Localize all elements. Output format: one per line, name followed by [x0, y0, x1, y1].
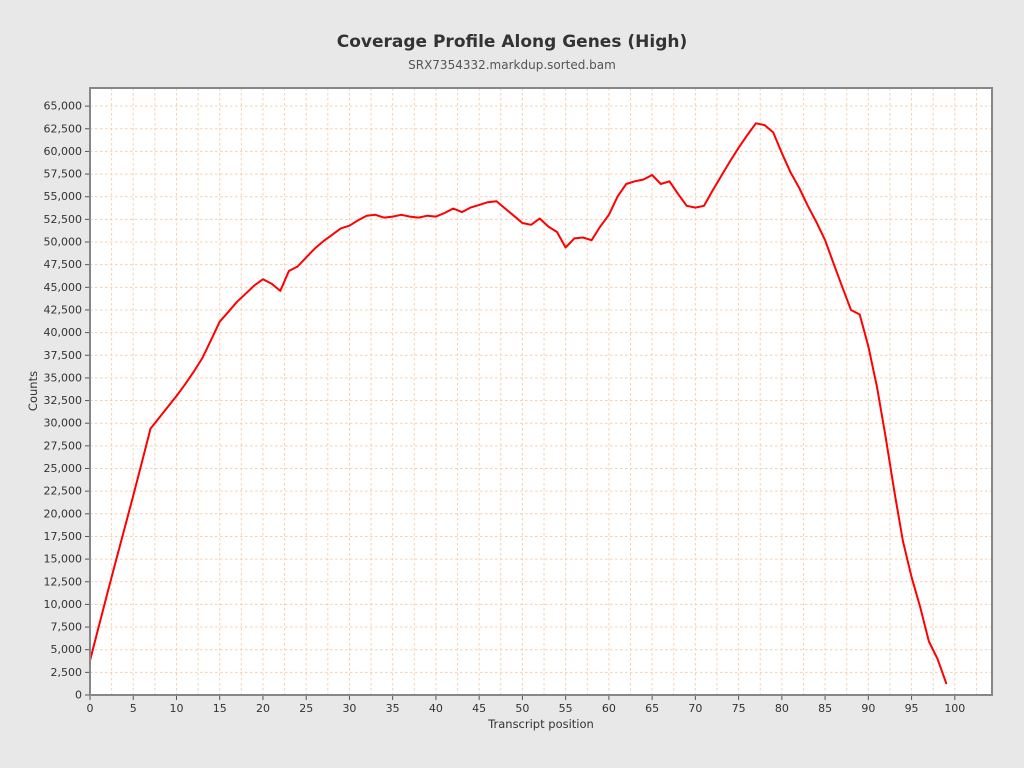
- plot-area: [90, 88, 992, 695]
- y-tick-label: 32,500: [44, 394, 83, 407]
- y-tick-label: 10,000: [44, 598, 83, 611]
- x-tick-label: 65: [645, 702, 659, 715]
- y-tick-label: 65,000: [44, 100, 83, 113]
- x-tick-label: 95: [905, 702, 919, 715]
- y-tick-label: 5,000: [51, 643, 83, 656]
- y-tick-label: 62,500: [44, 122, 83, 135]
- x-tick-label: 20: [256, 702, 270, 715]
- x-tick-label: 35: [386, 702, 400, 715]
- x-tick-label: 55: [559, 702, 573, 715]
- x-tick-label: 60: [602, 702, 616, 715]
- y-tick-label: 7,500: [51, 621, 83, 634]
- y-tick-label: 35,000: [44, 371, 83, 384]
- y-tick-label: 25,000: [44, 462, 83, 475]
- y-tick-label: 55,000: [44, 190, 83, 203]
- x-tick-label: 0: [87, 702, 94, 715]
- x-tick-label: 80: [775, 702, 789, 715]
- y-tick-label: 57,500: [44, 168, 83, 181]
- y-tick-label: 0: [75, 689, 82, 702]
- y-tick-label: 47,500: [44, 258, 83, 271]
- x-axis-label: Transcript position: [488, 717, 594, 731]
- x-tick-label: 30: [342, 702, 356, 715]
- y-tick-label: 37,500: [44, 349, 83, 362]
- plot-border: [89, 87, 993, 696]
- y-tick-label: 15,000: [44, 553, 83, 566]
- y-tick-label: 2,500: [51, 666, 83, 679]
- x-tick-label: 50: [515, 702, 529, 715]
- x-tick-label: 100: [944, 702, 965, 715]
- x-tick-label: 15: [213, 702, 227, 715]
- y-axis-label: Counts: [26, 370, 40, 412]
- y-tick-label: 60,000: [44, 145, 83, 158]
- y-tick-label: 45,000: [44, 281, 83, 294]
- y-tick-label: 20,000: [44, 507, 83, 520]
- y-tick-label: 30,000: [44, 417, 83, 430]
- y-tick-label: 42,500: [44, 303, 83, 316]
- y-tick-label: 50,000: [44, 236, 83, 249]
- x-tick-label: 90: [861, 702, 875, 715]
- x-tick-label: 70: [688, 702, 702, 715]
- y-tick-label: 22,500: [44, 485, 83, 498]
- x-tick-label: 25: [299, 702, 313, 715]
- y-tick-label: 52,500: [44, 213, 83, 226]
- y-tick-label: 12,500: [44, 575, 83, 588]
- series-coverage: [89, 122, 948, 685]
- x-tick-label: 5: [130, 702, 137, 715]
- chart-subtitle: SRX7354332.markdup.sorted.bam: [408, 58, 616, 72]
- x-tick-label: 85: [818, 702, 832, 715]
- y-tick-label: 40,000: [44, 326, 83, 339]
- x-tick-label: 75: [732, 702, 746, 715]
- chart-title: Coverage Profile Along Genes (High): [336, 32, 688, 52]
- x-tick-label: 45: [472, 702, 486, 715]
- y-tick-label: 17,500: [44, 530, 83, 543]
- x-tick-label: 40: [429, 702, 443, 715]
- x-tick-label: 10: [169, 702, 183, 715]
- y-tick-label: 27,500: [44, 439, 83, 452]
